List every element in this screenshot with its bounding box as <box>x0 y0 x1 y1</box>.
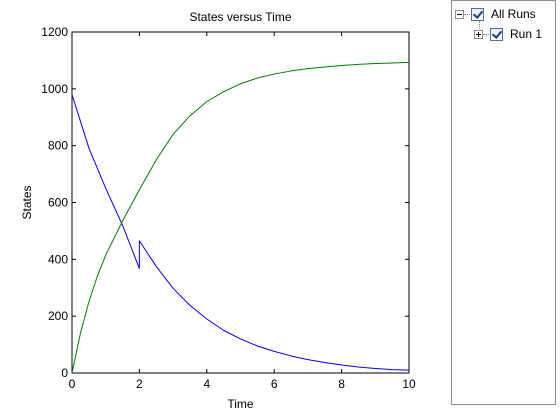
runs-tree-panel: All Runs Run 1 <box>451 0 556 405</box>
x-tick-label: 0 <box>69 377 76 391</box>
x-tick-label: 4 <box>203 377 210 391</box>
collapse-icon[interactable] <box>455 9 464 19</box>
run-1-label[interactable]: Run 1 <box>510 27 543 41</box>
plot-area <box>71 31 410 374</box>
y-tick-label: 400 <box>48 252 68 266</box>
x-tick-label: 10 <box>402 377 416 391</box>
y-tick-label: 200 <box>48 309 68 323</box>
tree-connector <box>483 33 489 35</box>
tree-row-all-runs[interactable]: All Runs <box>455 6 536 22</box>
x-tick-label: 8 <box>338 377 345 391</box>
y-tick-label: 0 <box>61 366 68 380</box>
states-plot: States versus Time 0 2 4 6 8 10 0 200 400 600 800 1… <box>20 10 416 411</box>
y-axis-label: States <box>20 185 34 219</box>
y-tick-label: 800 <box>48 139 68 153</box>
x-tick-label: 6 <box>271 377 278 391</box>
tree-branch-line <box>479 21 480 33</box>
chart-title: States versus Time <box>189 10 291 24</box>
x-axis-label: Time <box>227 397 254 411</box>
expand-icon[interactable] <box>474 29 483 39</box>
series-line-2 <box>71 61 410 374</box>
y-tick-label: 1000 <box>41 82 68 96</box>
series-line-1 <box>71 94 410 371</box>
x-tick-label: 2 <box>136 377 143 391</box>
all-runs-checkbox[interactable] <box>471 7 484 21</box>
tree-row-run-1[interactable]: Run 1 <box>474 26 542 42</box>
run-1-checkbox[interactable] <box>490 27 503 41</box>
series-layer <box>71 61 410 374</box>
all-runs-label[interactable]: All Runs <box>491 7 536 21</box>
y-tick-label: 600 <box>48 196 68 210</box>
y-tick-label: 1200 <box>41 25 68 39</box>
tree-connector <box>464 13 470 15</box>
